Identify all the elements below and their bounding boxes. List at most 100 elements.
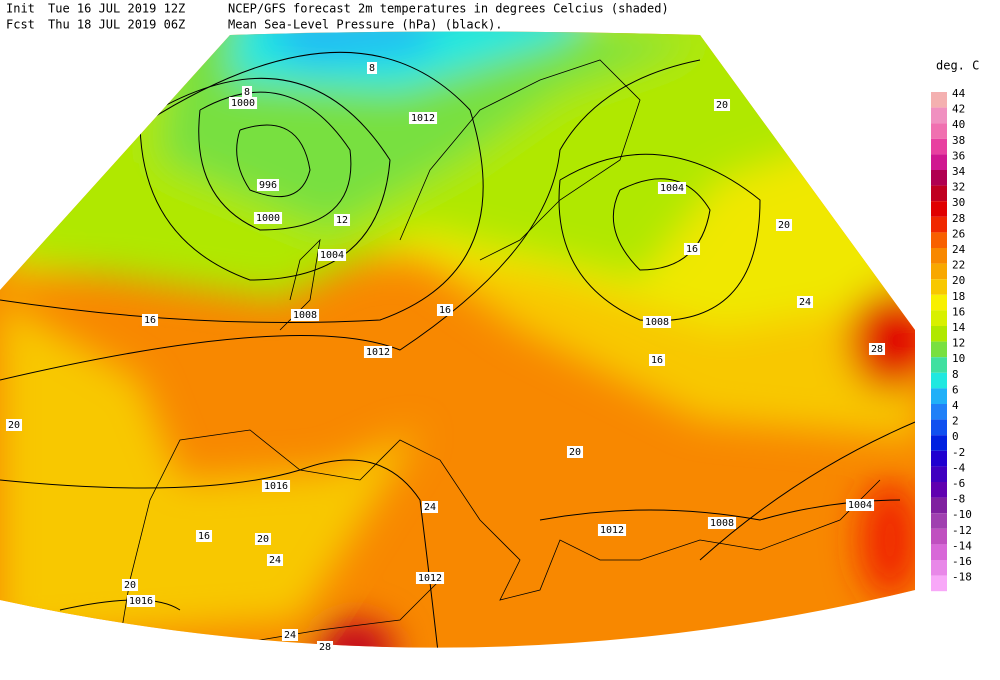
legend: 4442403836343230282624222018161412108642…: [931, 87, 972, 592]
init-label: Init: [6, 2, 35, 16]
isobar-label: 1012: [366, 347, 390, 358]
legend-swatch: [931, 497, 947, 514]
isobar-label-box: [597, 524, 627, 536]
legend-label: 30: [952, 196, 965, 209]
isobar-label-box: [363, 346, 393, 358]
temperature-label-box: [796, 296, 814, 308]
legend-label: 2: [952, 415, 959, 428]
temperature-label: 16: [198, 531, 210, 542]
legend-label: -8: [952, 493, 965, 506]
legend-label: 18: [952, 290, 965, 303]
legend-label: 12: [952, 337, 965, 350]
temperature-label: 24: [269, 555, 281, 566]
legend-swatch: [931, 528, 947, 545]
isobar-label: 1012: [600, 525, 624, 536]
legend-label: 24: [952, 243, 966, 256]
legend-label: 8: [952, 368, 959, 381]
temperature-label: 20: [8, 420, 20, 431]
legend-swatch: [931, 388, 947, 404]
isobar-label-box: [415, 572, 445, 584]
legend-swatch: [931, 435, 947, 451]
isobar-label-box: [642, 316, 672, 328]
isobar-label-box: [707, 517, 737, 529]
temperature-label: 20: [124, 580, 136, 591]
legend-label: 22: [952, 259, 965, 272]
temperature-label: 24: [799, 297, 811, 308]
legend-swatch: [931, 372, 947, 389]
temperature-label-box: [436, 304, 454, 316]
isobar-label: 1000: [231, 98, 255, 109]
legend-swatch: [931, 560, 947, 576]
legend-label: 14: [952, 321, 966, 334]
legend-swatch: [931, 154, 947, 170]
temperature-label: 8: [244, 87, 250, 98]
legend-swatch: [931, 185, 947, 202]
fcst-label: Fcst: [6, 18, 35, 32]
isobar-label-box: [253, 212, 283, 224]
temperature-label: 12: [336, 215, 348, 226]
isobar-label: 996: [259, 180, 277, 191]
temperature-label: 16: [651, 355, 663, 366]
legend-label: 10: [952, 352, 965, 365]
legend-swatch: [931, 107, 947, 124]
isobar-label: 1000: [256, 213, 280, 224]
isobar-label-box: [845, 499, 875, 511]
temperature-label: 16: [144, 315, 156, 326]
legend-swatch: [931, 138, 947, 155]
title-line2: Mean Sea-Level Pressure (hPa) (black).: [228, 18, 503, 32]
legend-swatch: [931, 544, 947, 560]
legend-swatch: [931, 513, 947, 529]
isobar-label-box: [261, 480, 291, 492]
legend-swatch: [931, 123, 947, 139]
legend-label: 44: [952, 87, 966, 100]
legend-swatch: [931, 92, 947, 108]
temperature-label-box: [141, 314, 159, 326]
legend-label: -2: [952, 446, 965, 459]
init-time: Tue 16 JUL 2019 12Z: [48, 2, 185, 16]
temperature-label: 16: [686, 244, 698, 255]
temperature-label-box: [683, 243, 701, 255]
temperature-label: 20: [257, 534, 269, 545]
legend-label: -6: [952, 477, 965, 490]
legend-label: -16: [952, 555, 972, 568]
legend-swatch: [931, 232, 947, 248]
legend-swatch: [931, 326, 947, 342]
temperature-label-box: [5, 419, 23, 431]
legend-label: -4: [952, 461, 966, 474]
temperature-label-box: [868, 343, 886, 355]
isobar-label: 1012: [411, 113, 435, 124]
temperature-label-box: [713, 99, 731, 111]
temperature-label: 24: [284, 630, 296, 641]
legend-swatch: [931, 310, 947, 326]
legend-label: 32: [952, 181, 965, 194]
temperature-label-box: [648, 354, 666, 366]
coastlines: [0, 59, 881, 648]
temperature-label: 20: [716, 100, 728, 111]
legend-swatch: [931, 341, 947, 358]
isobar-label: 1008: [645, 317, 669, 328]
isobar-label-box: [317, 249, 347, 261]
isobar-label-box: [126, 595, 156, 607]
map-area: [0, 31, 915, 648]
isobar-label: 1008: [710, 518, 734, 529]
legend-label: 38: [952, 134, 965, 147]
legend-title: deg. C: [936, 59, 979, 73]
temperature-label: 16: [439, 305, 451, 316]
temperature-label: 8: [369, 63, 375, 74]
isobar-label: 1004: [848, 500, 872, 511]
legend-swatch: [931, 450, 947, 467]
isobar-label: 1016: [264, 481, 288, 492]
isobar-label-box: [657, 182, 687, 194]
legend-label: 42: [952, 103, 965, 116]
temperature-label-box: [333, 214, 351, 226]
legend-swatch: [931, 482, 947, 498]
legend-swatch: [931, 404, 947, 420]
temperature-label-box: [266, 554, 284, 566]
title-line1: NCEP/GFS forecast 2m temperatures in deg…: [228, 2, 669, 16]
temperature-label-box: [366, 62, 378, 74]
legend-label: 6: [952, 383, 959, 396]
isobar-label-box: [228, 97, 258, 109]
isobar-label-box: [408, 112, 438, 124]
legend-swatch: [931, 279, 947, 295]
legend-label: 0: [952, 430, 959, 443]
